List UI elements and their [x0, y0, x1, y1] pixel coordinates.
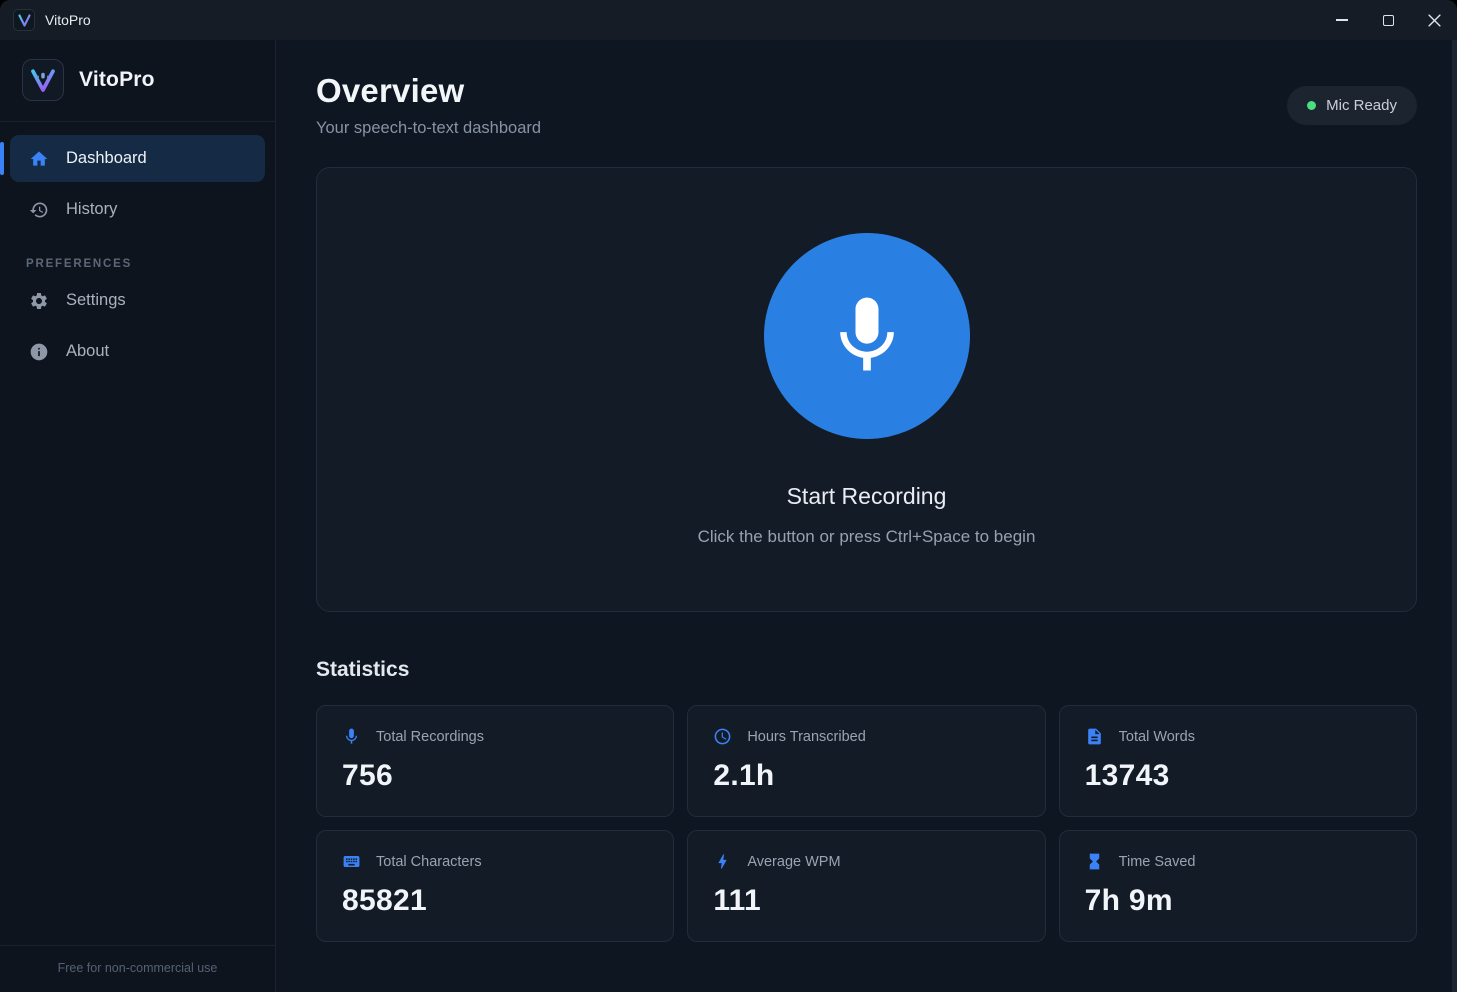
sidebar-nav: Dashboard History [0, 122, 275, 233]
sidebar: VitoPro Dashboard [0, 40, 276, 992]
stat-label: Total Recordings [376, 728, 484, 745]
minimize-icon [1336, 19, 1348, 21]
preferences-section-label: PREFERENCES [26, 258, 133, 270]
stat-value: 111 [713, 884, 761, 917]
mic-icon [342, 727, 361, 746]
start-recording-button[interactable] [763, 232, 970, 439]
brand-logo-icon [22, 59, 64, 101]
sidebar-item-settings[interactable]: Settings [10, 277, 265, 324]
clock-icon [713, 727, 732, 746]
stat-value: 2.1h [713, 759, 775, 792]
stat-card-total-characters: Total Characters 85821 [316, 830, 675, 942]
sidebar-item-about[interactable]: About [10, 328, 265, 375]
main-content: Overview Your speech-to-text dashboard M… [276, 40, 1457, 992]
gear-icon [29, 291, 49, 311]
maximize-icon [1382, 14, 1394, 26]
page-header: Overview Your speech-to-text dashboard M… [316, 72, 1417, 138]
sidebar-item-history[interactable]: History [10, 186, 265, 233]
sidebar-item-label: Dashboard [66, 149, 147, 167]
stat-card-average-wpm: Average WPM 111 [687, 830, 1046, 942]
stat-value: 85821 [342, 884, 427, 917]
recorder-hint: Click the button or press Ctrl+Space to … [697, 526, 1036, 546]
keyboard-icon [342, 852, 361, 871]
mic-status-badge: Mic Ready [1287, 85, 1417, 125]
status-dot-icon [1307, 100, 1317, 110]
app-logo-icon [13, 9, 35, 31]
sidebar-brand: VitoPro [0, 40, 275, 122]
stat-value: 7h 9m [1084, 884, 1173, 917]
active-indicator [0, 142, 4, 175]
stat-card-time-saved: Time Saved 7h 9m [1058, 830, 1417, 942]
stat-card-hours-transcribed: Hours Transcribed 2.1h [687, 705, 1046, 817]
scrollbar-track[interactable] [1452, 40, 1457, 992]
mic-status-text: Mic Ready [1326, 96, 1397, 114]
hourglass-icon [1085, 852, 1104, 871]
page-subtitle: Your speech-to-text dashboard [316, 119, 542, 137]
maximize-button[interactable] [1365, 0, 1411, 40]
sidebar-item-label: Settings [66, 291, 126, 309]
document-icon [1085, 727, 1104, 746]
statistics-grid: Total Recordings 756 Hours Transcribed 2… [316, 705, 1417, 942]
stat-value: 756 [342, 759, 393, 792]
titlebar: VitoPro [0, 0, 1457, 40]
stat-label: Hours Transcribed [747, 728, 866, 745]
stat-label: Total Words [1118, 728, 1195, 745]
close-icon [1427, 13, 1441, 27]
history-icon [29, 200, 49, 220]
window-controls [1319, 0, 1457, 40]
close-button[interactable] [1411, 0, 1457, 40]
sidebar-item-label: About [66, 342, 110, 360]
sidebar-item-label: History [66, 200, 118, 218]
stat-label: Average WPM [747, 853, 841, 870]
statistics-heading: Statistics [316, 658, 410, 681]
recorder-card: Start Recording Click the button or pres… [316, 167, 1417, 612]
page-title: Overview [316, 72, 465, 109]
sidebar-item-dashboard[interactable]: Dashboard [0, 135, 265, 182]
titlebar-app-name: VitoPro [45, 12, 91, 28]
sidebar-preferences: Settings About [0, 277, 275, 375]
stat-card-total-recordings: Total Recordings 756 [316, 705, 675, 817]
stat-value: 13743 [1084, 759, 1170, 792]
stat-card-total-words: Total Words 13743 [1058, 705, 1417, 817]
minimize-button[interactable] [1319, 0, 1365, 40]
microphone-icon [839, 297, 894, 370]
brand-name: VitoPro [79, 68, 155, 91]
info-icon [29, 342, 49, 362]
titlebar-left: VitoPro [0, 9, 91, 31]
bolt-icon [713, 852, 732, 871]
license-note: Free for non-commercial use [0, 945, 275, 992]
stat-label: Total Characters [376, 853, 482, 870]
stat-label: Time Saved [1118, 853, 1196, 870]
home-icon [29, 149, 49, 169]
recorder-title: Start Recording [786, 482, 947, 509]
